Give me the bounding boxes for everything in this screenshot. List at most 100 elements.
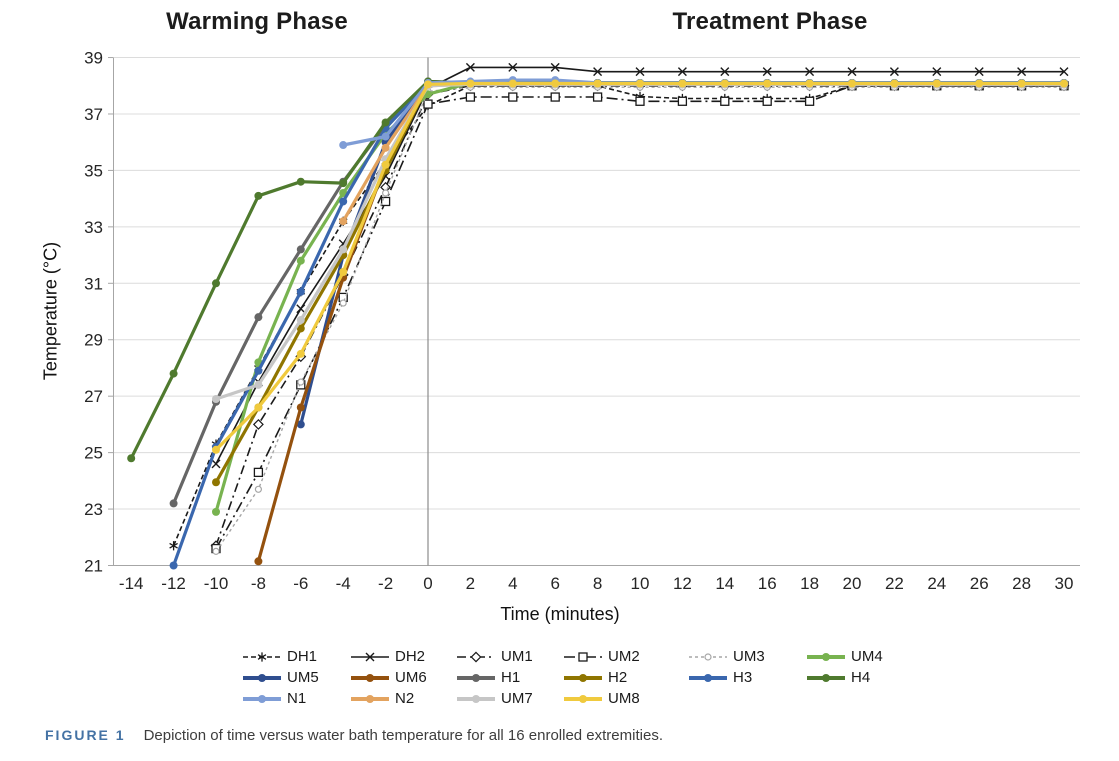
data-point-marker bbox=[678, 79, 687, 88]
legend-item-UM8: UM8 bbox=[563, 689, 688, 708]
data-point-marker bbox=[763, 79, 772, 88]
data-point-marker bbox=[257, 651, 267, 662]
legend-item-UM7: UM7 bbox=[456, 689, 563, 708]
legend-swatch-N1 bbox=[243, 694, 281, 703]
y-tick-label: 37 bbox=[84, 105, 103, 124]
data-point-marker bbox=[258, 694, 266, 703]
data-point-marker bbox=[578, 651, 588, 662]
data-point-marker bbox=[424, 80, 432, 89]
y-tick-label: 23 bbox=[84, 500, 103, 519]
data-point-marker bbox=[508, 79, 517, 88]
data-point-marker bbox=[339, 197, 348, 206]
legend-item-H3: H3 bbox=[688, 668, 806, 687]
data-point-marker bbox=[212, 547, 220, 555]
data-point-marker bbox=[1059, 67, 1069, 77]
series-line bbox=[214, 81, 1064, 451]
legend-swatch-UM7 bbox=[457, 694, 495, 703]
data-point-marker bbox=[212, 507, 220, 516]
legend-swatch-UM1 bbox=[457, 651, 495, 662]
data-point-marker bbox=[381, 160, 390, 169]
legend-label: UM7 bbox=[501, 690, 533, 707]
series-UM2 bbox=[211, 81, 1069, 554]
x-tick-label: 0 bbox=[423, 574, 432, 593]
data-point-marker bbox=[365, 652, 375, 661]
data-point-marker bbox=[423, 99, 433, 109]
x-tick-label: -4 bbox=[336, 574, 351, 593]
treatment-phase-title: Treatment Phase bbox=[672, 8, 868, 35]
series-line bbox=[215, 85, 1064, 546]
legend-label: UM8 bbox=[608, 690, 640, 707]
data-point-marker bbox=[380, 196, 391, 207]
series-UM1 bbox=[210, 80, 1070, 552]
data-point-marker bbox=[381, 118, 390, 127]
data-point-marker bbox=[465, 92, 476, 102]
x-tick-label: 12 bbox=[673, 574, 692, 593]
figure-caption-label: FIGURE 1 bbox=[45, 727, 126, 743]
data-point-marker bbox=[932, 79, 941, 88]
legend-item-UM5: UM5 bbox=[242, 668, 350, 687]
legend-label: N1 bbox=[287, 690, 307, 707]
data-point-marker bbox=[465, 62, 475, 72]
data-point-marker bbox=[212, 445, 220, 454]
data-point-marker bbox=[805, 67, 815, 77]
y-tick-label: 39 bbox=[84, 49, 103, 68]
series-line bbox=[172, 85, 1064, 547]
data-point-marker bbox=[889, 67, 899, 77]
data-point-marker bbox=[677, 67, 687, 77]
legend-item-UM4: UM4 bbox=[806, 647, 902, 666]
x-tick-label: 16 bbox=[758, 574, 777, 593]
legend-swatch-H3 bbox=[689, 673, 727, 682]
data-point-marker bbox=[508, 62, 518, 72]
data-point-marker bbox=[635, 96, 645, 106]
x-tick-label: -12 bbox=[161, 574, 186, 593]
legend-swatch-N2 bbox=[351, 694, 389, 703]
x-tick-label: 30 bbox=[1055, 574, 1074, 593]
data-point-marker bbox=[381, 143, 390, 152]
data-point-marker bbox=[258, 673, 266, 682]
legend-label: UM3 bbox=[733, 648, 765, 665]
data-point-marker bbox=[339, 299, 347, 307]
legend-label: DH1 bbox=[287, 648, 318, 665]
x-tick-label: 20 bbox=[843, 574, 862, 593]
data-point-marker bbox=[579, 694, 587, 703]
series-line bbox=[172, 81, 1064, 567]
x-tick-label: 10 bbox=[631, 574, 650, 593]
series-UM5 bbox=[296, 80, 1068, 429]
legend-label: UM1 bbox=[501, 648, 533, 665]
data-point-marker bbox=[253, 467, 264, 478]
legend-label: H4 bbox=[851, 669, 871, 686]
series-UM3 bbox=[212, 83, 1068, 555]
legend-item-H2: H2 bbox=[563, 668, 688, 687]
data-point-marker bbox=[890, 79, 899, 88]
x-tick-label: -8 bbox=[251, 574, 266, 593]
legend-item-UM2: UM2 bbox=[563, 647, 688, 666]
data-point-marker bbox=[169, 561, 178, 570]
data-point-marker bbox=[382, 189, 390, 197]
data-point-marker bbox=[636, 79, 644, 88]
figure-caption-text: Depiction of time versus water bath temp… bbox=[143, 727, 663, 744]
data-point-marker bbox=[593, 67, 603, 77]
data-point-marker bbox=[1017, 79, 1026, 88]
data-point-marker bbox=[296, 315, 305, 324]
data-point-marker bbox=[169, 541, 178, 551]
series-line bbox=[172, 79, 1064, 505]
legend-swatch-UM3 bbox=[689, 652, 727, 661]
warming-phase-title: Warming Phase bbox=[166, 8, 348, 35]
legend-label: H1 bbox=[501, 669, 521, 686]
data-point-marker bbox=[254, 557, 263, 566]
data-point-marker bbox=[254, 485, 262, 493]
data-point-marker bbox=[297, 378, 305, 386]
y-tick-label: 33 bbox=[84, 218, 103, 237]
data-point-marker bbox=[593, 79, 602, 88]
data-point-marker bbox=[296, 349, 305, 358]
y-tick-label: 29 bbox=[84, 331, 103, 350]
data-point-marker bbox=[635, 67, 645, 77]
data-point-marker bbox=[470, 651, 482, 662]
x-tick-label: 6 bbox=[550, 574, 559, 593]
legend-item-DH1: DH1 bbox=[242, 647, 350, 666]
data-point-marker bbox=[847, 67, 857, 77]
data-point-marker bbox=[720, 96, 730, 106]
data-point-marker bbox=[296, 256, 305, 265]
y-tick-label: 31 bbox=[84, 274, 103, 293]
series-line bbox=[215, 66, 1064, 465]
